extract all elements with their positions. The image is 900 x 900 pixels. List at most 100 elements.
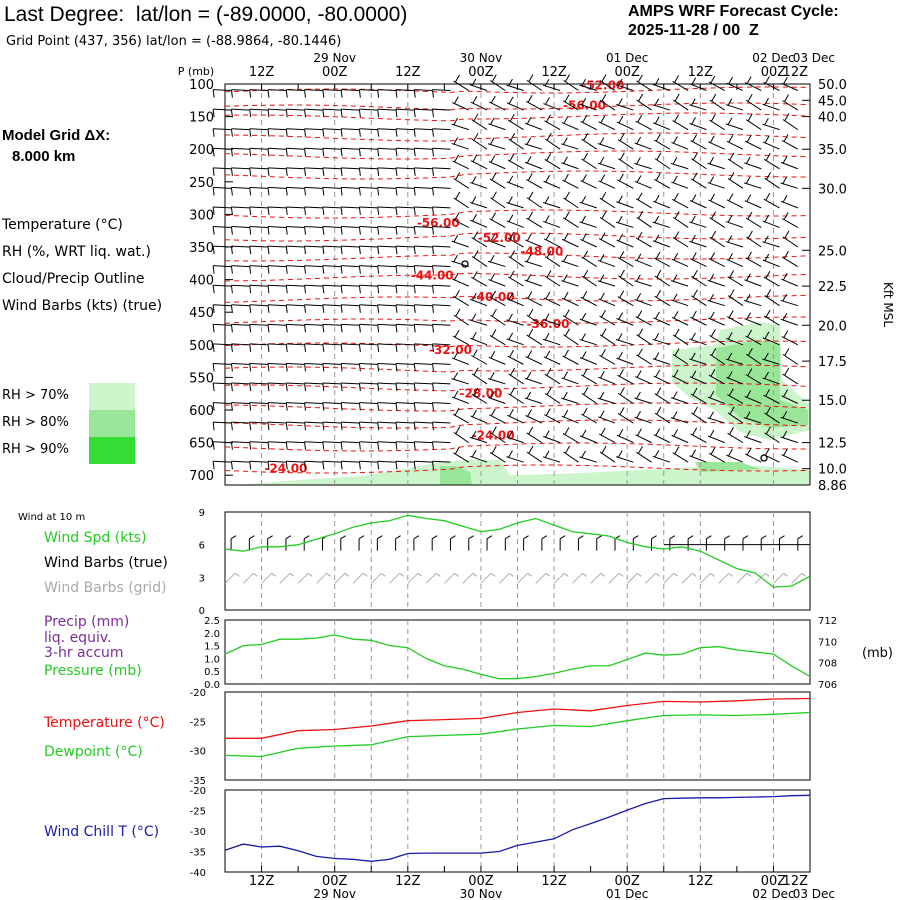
wind-barb-feather: [453, 372, 458, 380]
wind-barb-10m-feather: [651, 535, 657, 540]
wind-barb: [563, 451, 579, 463]
wind-barb-feather: [563, 291, 569, 300]
wind-barb-feather: [358, 324, 361, 333]
wind-barb: [763, 158, 780, 170]
wind-barb: [359, 421, 378, 424]
wind-barb: [249, 441, 268, 444]
temperature-contour: [224, 419, 811, 429]
wind-barb: [634, 259, 652, 268]
wind-barb-feather: [249, 109, 252, 118]
wind-barb-feather: [709, 156, 714, 165]
wind-barb: [707, 417, 725, 424]
wind-barb: [395, 89, 414, 92]
wind-barb-feather: [763, 117, 769, 126]
wind-barb: [671, 142, 689, 150]
wind-barb: [780, 161, 798, 170]
wind-barb-feather: [285, 402, 288, 411]
wind-barb-feather: [582, 115, 588, 123]
temperature-contour-label: -44.00: [411, 269, 454, 283]
wind-barb: [304, 108, 323, 111]
wind-barb: [707, 299, 725, 307]
wind-barb: [488, 356, 506, 365]
wind-barb: [709, 353, 725, 365]
wind-barb: [432, 460, 451, 463]
wind-barb: [322, 265, 341, 268]
wind-barb: [432, 362, 451, 365]
wind-barb-feather: [764, 331, 770, 340]
pressure-tick-350: 350: [189, 241, 214, 256]
wind-barb-feather: [693, 406, 698, 415]
wind-barb: [618, 158, 634, 170]
wind-barb: [267, 245, 286, 248]
wind-barb: [414, 89, 433, 92]
wind-barb-feather: [358, 89, 361, 98]
wind-barb: [432, 245, 451, 248]
wind-barb: [322, 206, 341, 209]
wind-barb-feather: [285, 461, 288, 470]
bottom-hour-label: 00Z: [614, 874, 640, 889]
wind-barb-feather: [747, 347, 753, 356]
wind-barb: [359, 186, 378, 189]
temperature-contour: [224, 86, 811, 94]
wind-barb-feather: [455, 426, 461, 434]
wind-barb: [745, 119, 762, 131]
wind-barb: [341, 304, 360, 307]
wind-barb-feather: [267, 265, 270, 274]
wind-barb-feather: [267, 187, 270, 196]
legend-rh70-label: RH > 70%: [2, 388, 69, 403]
wind-barb: [707, 435, 725, 444]
wind-barb-feather: [267, 206, 270, 216]
wind-barb-feather: [322, 206, 325, 216]
pressure-ytick-708: 708: [818, 659, 837, 670]
wind-barb-grid: [243, 572, 254, 584]
wind-barb: [359, 226, 378, 228]
wind-barb: [709, 217, 725, 228]
wind-barb: [635, 120, 652, 131]
wind-barb: [561, 162, 579, 170]
wind-barb-feather: [304, 89, 307, 98]
wind-barb: [634, 376, 652, 385]
wind-barb-feather: [692, 270, 698, 278]
temperature-contour: [224, 364, 811, 373]
wind-barb-feather: [322, 304, 325, 313]
wind-barb: [689, 200, 707, 209]
wind-barb: [544, 414, 561, 424]
wind-barb: [526, 314, 543, 326]
wind-barb-feather: [455, 172, 461, 180]
wind-barb: [599, 80, 616, 91]
wind-barb: [762, 103, 780, 111]
wind-barb-feather: [249, 285, 252, 294]
wind-barb-feather: [473, 387, 479, 396]
wind-barb-feather: [782, 312, 788, 321]
wind-barb: [490, 432, 506, 444]
wind-barb-feather: [526, 254, 532, 263]
wind-barb-grid-feather: [472, 572, 478, 577]
wind-barb-feather: [489, 117, 495, 125]
wind-barb-feather: [230, 265, 233, 274]
wind-barb-feather: [746, 134, 752, 143]
bottom-hour-label: 12Z: [395, 874, 421, 889]
wind-barb-feather: [582, 174, 587, 182]
wind-barb-feather: [527, 95, 533, 103]
kft-tick-12.5: 12.5: [818, 437, 847, 452]
wind-barb-feather: [322, 109, 325, 118]
wind-barb: [563, 217, 579, 228]
legend-wind-barbs-grid: Wind Barbs (grid): [44, 580, 167, 596]
bottom-hour-label: 00Z: [322, 874, 348, 889]
wind-barb: [267, 362, 286, 365]
wind-barb-feather: [212, 128, 215, 137]
wind-barb-feather: [764, 214, 770, 223]
bottom-date-label: 29 Nov: [313, 887, 356, 900]
wind-barb: [341, 460, 360, 463]
chill-ytick--35: -35: [190, 848, 206, 859]
wind-barb: [286, 167, 305, 170]
wind-barb-feather: [727, 215, 733, 223]
wind-barb-feather: [581, 195, 587, 204]
wind-barb-feather: [455, 74, 460, 83]
wind-barb: [636, 99, 652, 111]
wind-barb: [762, 358, 780, 365]
temperature-contour-label: -36.00: [527, 317, 570, 331]
wind-barb: [562, 100, 579, 111]
wind-barb-grid-feather: [655, 572, 660, 577]
wind-barb-feather: [212, 343, 215, 352]
